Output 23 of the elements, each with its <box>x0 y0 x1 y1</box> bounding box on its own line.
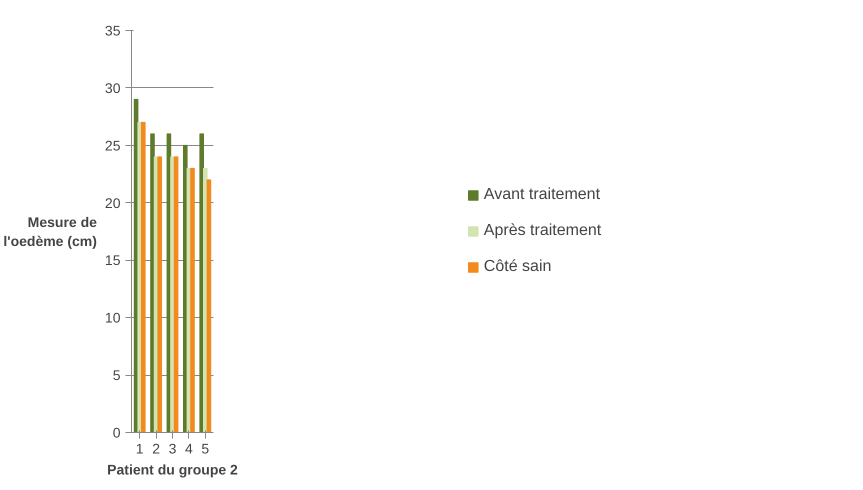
bar <box>157 156 162 432</box>
x-tick-label: 5 <box>201 440 210 456</box>
y-tick-label: 25 <box>104 137 121 154</box>
bar <box>190 168 195 432</box>
x-axis-title: Patient du groupe 2 <box>107 462 238 478</box>
legend-label: Côté sain <box>484 258 552 276</box>
y-tick-label: 5 <box>112 367 121 384</box>
bar <box>206 179 212 432</box>
y-axis-title: Mesure de l'oedème (cm) <box>3 214 98 250</box>
x-tick-label: 1 <box>136 440 144 456</box>
y-tick-label: 35 <box>104 22 121 38</box>
bar <box>174 156 178 432</box>
y-tick-label: 20 <box>104 194 121 211</box>
y-tick-label: 10 <box>104 310 121 326</box>
legend-label: Avant traitement <box>484 186 600 204</box>
legend-label: Après traitement <box>484 222 602 240</box>
y-tick-label: 0 <box>112 424 121 440</box>
x-tick-label: 3 <box>168 440 177 456</box>
bar <box>141 122 146 432</box>
x-tick-label: 2 <box>152 440 160 456</box>
x-tick-label: 4 <box>185 440 194 456</box>
y-tick-label: 15 <box>104 252 121 268</box>
y-tick-label: 30 <box>104 80 121 96</box>
